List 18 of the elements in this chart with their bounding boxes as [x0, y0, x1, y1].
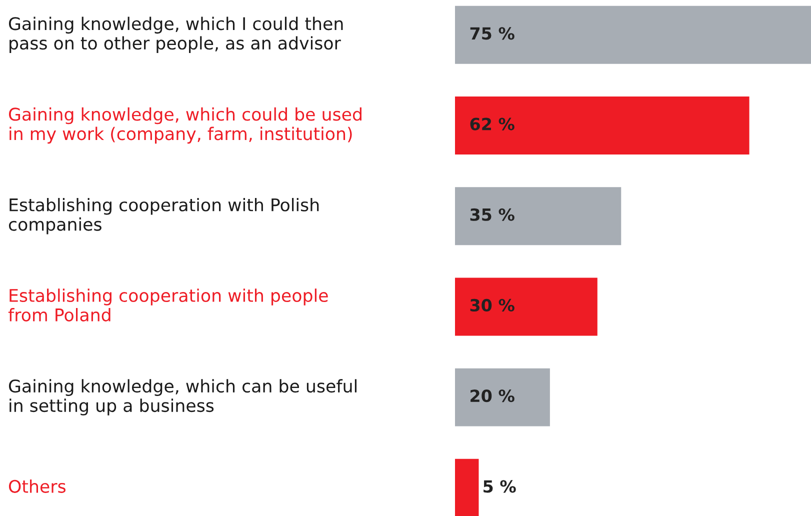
y-tick-label: Establishing cooperation with people from Poland — [8, 288, 328, 322]
bar — [455, 96, 750, 154]
data-label: 30 % — [470, 298, 514, 312]
bar — [455, 6, 811, 64]
bar — [455, 187, 622, 246]
y-tick-label: Gaining knowledge, which could be used in my work (company, farm, institution) — [8, 107, 362, 144]
data-label: 75 % — [470, 27, 514, 40]
y-tick-label: Gaining knowledge, which I could then pass on to other people, as an advisor — [8, 16, 343, 54]
y-tick-label: Establishing cooperation with Polish companies — [8, 198, 319, 234]
y-tick-label: Others — [8, 480, 66, 493]
data-label: 20 % — [470, 390, 514, 402]
data-label: 5 % — [484, 480, 516, 493]
y-tick-label: Gaining knowledge, which can be useful in setting up a business — [8, 379, 356, 416]
data-label: 62 % — [470, 118, 514, 130]
bar — [455, 278, 598, 336]
data-label: 35 % — [470, 208, 514, 221]
bar — [455, 458, 479, 516]
bar — [455, 368, 550, 426]
